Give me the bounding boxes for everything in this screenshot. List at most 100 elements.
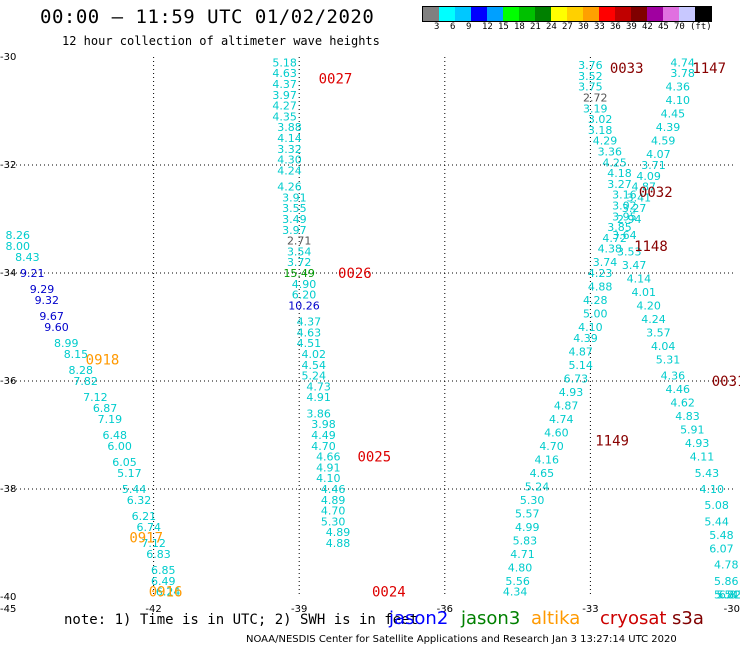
y-tick-label: -34 xyxy=(0,268,16,279)
swh-value-label: 5.14 xyxy=(568,359,593,372)
swh-value-label: 4.71 xyxy=(510,548,535,561)
swh-value-label: 5.24 xyxy=(302,370,327,383)
swh-value-label: 4.93 xyxy=(559,386,584,399)
swh-value-label: 4.54 xyxy=(302,359,327,372)
swh-value-label: 5.30 xyxy=(321,515,346,528)
swh-value-label: 4.46 xyxy=(666,383,691,396)
colorbar-swatch xyxy=(679,7,695,21)
colorbar-label: 3 xyxy=(434,22,440,32)
swh-value-label: 4.39 xyxy=(573,332,598,345)
swh-value-label: 4.70 xyxy=(321,505,346,518)
swh-value-label: 8.26 xyxy=(5,229,30,242)
swh-value-label: 7.19 xyxy=(98,413,123,426)
swh-value-label: 3.47 xyxy=(622,259,647,272)
swh-value-label: 3.49 xyxy=(282,213,307,226)
swh-value-label: 8.28 xyxy=(69,364,94,377)
x-tick-label: -30 xyxy=(724,604,740,615)
swh-value-label: 8.00 xyxy=(5,240,30,253)
swh-value-label: 6.48 xyxy=(103,429,128,442)
swh-value-label: 4.99 xyxy=(515,521,540,534)
swh-value-label: 9.32 xyxy=(35,294,60,307)
colorbar-swatch xyxy=(471,7,487,21)
swh-value-label: 4.02 xyxy=(302,348,327,361)
swh-value-label: 3.41 xyxy=(627,191,652,204)
colorbar-swatch xyxy=(567,7,583,21)
chart-note: note: 1) Time is in UTC; 2) SWH is in fe… xyxy=(64,612,419,628)
swh-value-label: 6.87 xyxy=(93,402,118,415)
swh-value-label: 3.02 xyxy=(612,200,637,213)
chart-title: 00:00 — 11:59 UTC 01/02/2020 xyxy=(40,6,375,28)
swh-value-label: 5.18 xyxy=(272,56,297,69)
swh-value-label: 6.85 xyxy=(151,564,176,577)
swh-value-label: 4.09 xyxy=(636,170,661,183)
swh-value-label: 4.30 xyxy=(277,154,302,167)
swh-value-label: 3.18 xyxy=(588,124,613,137)
swh-value-label: 4.10 xyxy=(316,472,341,485)
swh-value-label: 2.72 xyxy=(583,92,608,105)
swh-value-label: 9.21 xyxy=(20,267,45,280)
swh-value-label: 6.21 xyxy=(132,510,157,523)
colorbar-label: 9 xyxy=(466,22,472,32)
colorbar-swatch xyxy=(423,7,439,21)
swh-value-label: 4.87 xyxy=(632,181,657,194)
legend-s3a: s3a xyxy=(672,608,704,629)
swh-value-label: 4.10 xyxy=(666,94,691,107)
swh-value-label: 3.98 xyxy=(311,418,336,431)
chart-subtitle: 12 hour collection of altimeter wave hei… xyxy=(62,34,380,48)
swh-value-label: 5.08 xyxy=(704,499,729,512)
legend-jason2: jason2 xyxy=(389,608,449,629)
swh-value-label: 10.26 xyxy=(288,299,320,312)
swh-value-label: 4.89 xyxy=(321,494,346,507)
y-tick-label: -30 xyxy=(0,52,16,63)
colorbar-swatch xyxy=(551,7,567,21)
swh-value-label: 3.27 xyxy=(607,178,632,191)
swh-value-label: 2.94 xyxy=(617,213,642,226)
colorbar-label: 24 xyxy=(546,22,557,32)
swh-value-label: 3.74 xyxy=(593,256,618,269)
swh-value-label: 2.71 xyxy=(287,235,312,248)
colorbar-swatch xyxy=(583,7,599,21)
colorbar-label: 15 xyxy=(498,22,509,32)
swh-value-label: 4.73 xyxy=(306,380,331,393)
y-tick-label: -40 xyxy=(0,592,16,603)
swh-value-label: 5.91 xyxy=(680,424,705,437)
swh-value-label: 4.10 xyxy=(578,321,603,334)
time-label: 1148 xyxy=(634,239,668,255)
colorbar-swatch xyxy=(663,7,679,21)
swh-value-label: 4.29 xyxy=(593,135,618,148)
time-label: 0027 xyxy=(319,72,353,88)
swh-value-label: 5.17 xyxy=(117,467,142,480)
colorbar-label: (ft) xyxy=(690,22,712,32)
swh-value-label: 5.54 xyxy=(714,588,739,601)
swh-value-label: 6.00 xyxy=(107,440,132,453)
swh-value-label: 8.15 xyxy=(64,348,89,361)
colorbar-label: 12 xyxy=(482,22,493,32)
swh-value-label: 3.91 xyxy=(282,191,307,204)
swh-value-label: 4.16 xyxy=(534,453,559,466)
swh-value-label: 4.89 xyxy=(326,526,351,539)
colorbar-label: 39 xyxy=(626,22,637,32)
swh-value-label: 3.27 xyxy=(622,202,647,215)
legend-jason3: jason3 xyxy=(461,608,521,629)
swh-value-label: 6.49 xyxy=(151,575,176,588)
swh-value-label: 3.85 xyxy=(607,221,632,234)
colorbar-label: 36 xyxy=(610,22,621,32)
swh-value-label: 4.14 xyxy=(277,132,302,145)
swh-value-label: 5.00 xyxy=(583,308,608,321)
colorbar-label: 42 xyxy=(642,22,653,32)
swh-value-label: 5.83 xyxy=(513,534,538,547)
swh-value-label: 5.48 xyxy=(709,529,734,542)
swh-value-label: 8.99 xyxy=(54,337,79,350)
swh-value-label: 3.53 xyxy=(617,245,642,258)
swh-value-label: 3.72 xyxy=(287,256,312,269)
swh-value-label: 6.83 xyxy=(146,548,171,561)
x-tick-label: -42 xyxy=(145,604,161,615)
swh-value-label: 7.12 xyxy=(141,537,166,550)
time-label: 0918 xyxy=(86,352,120,368)
colorbar-swatch xyxy=(487,7,503,21)
swh-value-label: 4.72 xyxy=(602,232,627,245)
swh-value-label: 4.66 xyxy=(316,451,341,464)
swh-value-label: 3.16 xyxy=(612,189,637,202)
colorbar-swatch xyxy=(631,7,647,21)
colorbar-swatch xyxy=(535,7,551,21)
